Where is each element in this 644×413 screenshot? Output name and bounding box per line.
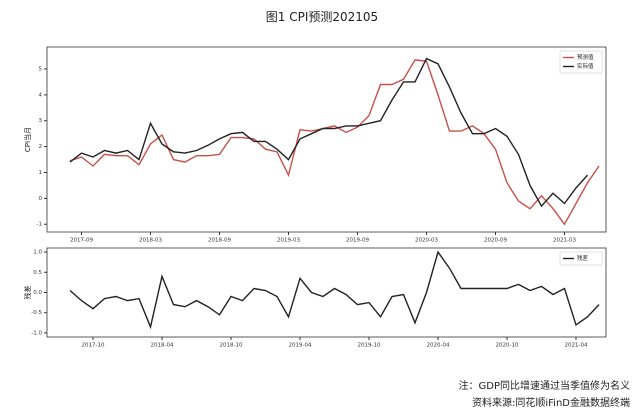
legend-box (559, 50, 603, 74)
x-tick-label: 2018-10 (220, 343, 243, 349)
legend-label: 实际值 (577, 62, 594, 70)
x-tick-label: 2020-04 (427, 343, 450, 349)
y-axis-label: CPI当月 (23, 127, 32, 152)
plot-frame (46, 46, 607, 233)
series-line (69, 250, 600, 330)
y-tick-label: 3 (39, 118, 43, 124)
x-tick-label: 2019-03 (277, 238, 300, 244)
y-tick-label: 1 (39, 170, 43, 176)
x-tick-label: 2017-10 (82, 343, 105, 349)
x-tick-label: 2021-04 (565, 343, 588, 349)
series-line (69, 57, 589, 208)
legend-box (559, 251, 603, 266)
x-tick-label: 2021-03 (553, 238, 576, 244)
y-tick-label: 1.0 (33, 250, 42, 256)
x-tick-label: 2019-10 (358, 343, 381, 349)
x-tick-label: 2020-10 (496, 343, 519, 349)
y-tick-label: -1.0 (31, 330, 42, 336)
x-tick-label: 2020-03 (415, 238, 438, 244)
y-tick-label: -1 (37, 222, 42, 228)
x-tick-label: 2018-03 (139, 238, 162, 244)
figure-title: 图1 CPI预测202105 (265, 10, 379, 24)
x-tick-label: 2019-09 (346, 238, 369, 244)
y-tick-label: 0.5 (33, 270, 42, 276)
x-tick-label: 2018-04 (151, 343, 174, 349)
source: 资料来源:同花顺iFinD金融数据终端 (472, 398, 630, 409)
legend-label: 预测值 (577, 53, 594, 61)
y-tick-label: 2 (39, 144, 43, 150)
y-tick-label: 4 (39, 92, 43, 98)
series-line (69, 59, 600, 226)
y-tick-label: 0 (39, 196, 43, 202)
plot-frame (46, 247, 607, 338)
y-tick-label: 0.0 (33, 290, 42, 296)
x-tick-label: 2020-09 (484, 238, 507, 244)
x-tick-label: 2017-09 (70, 238, 93, 244)
y-axis-label: 残差 (23, 286, 32, 300)
note: 注：GDP同比增速通过当季值修为名义 (458, 381, 630, 392)
y-tick-label: -0.5 (31, 310, 42, 316)
y-tick-label: 5 (39, 66, 43, 72)
legend-label: 残差 (577, 254, 589, 262)
x-tick-label: 2018-09 (208, 238, 231, 244)
x-tick-label: 2019-04 (289, 343, 312, 349)
